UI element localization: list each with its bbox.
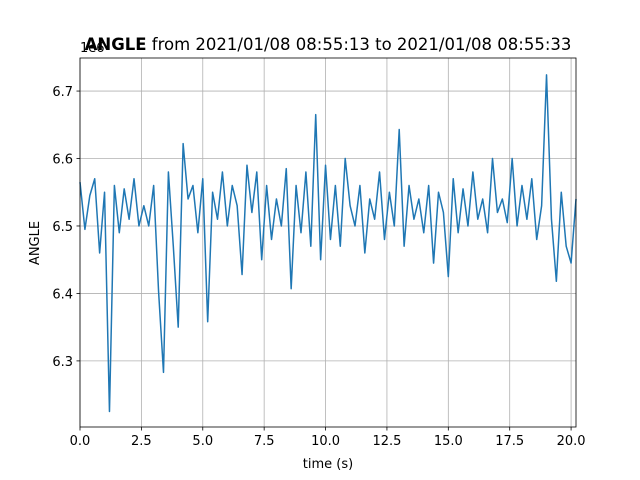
y-offset-label: 1e6: [80, 41, 105, 56]
x-tick-label: 20.0: [557, 434, 586, 449]
x-tick-label: 2.5: [131, 434, 152, 449]
y-tick-label: 6.4: [52, 287, 73, 302]
data-line: [79, 74, 577, 413]
x-tick-label: 15.0: [434, 434, 463, 449]
title-bold: ANGLE: [85, 35, 147, 54]
title-rest: from 2021/01/08 08:55:13 to 2021/01/08 0…: [152, 35, 572, 54]
x-tick-label: 17.5: [495, 434, 524, 449]
x-axis-label: time (s): [303, 457, 353, 472]
x-tick-label: 0.0: [70, 434, 91, 449]
plot-frame: [79, 57, 577, 428]
y-tick-label: 6.7: [52, 85, 73, 100]
y-tick-label: 6.5: [52, 220, 73, 235]
chart-title: ANGLE from 2021/01/08 08:55:13 to 2021/0…: [85, 35, 572, 54]
y-tick-label: 6.3: [52, 355, 73, 370]
x-tick-label: 7.5: [254, 434, 275, 449]
x-tick-label: 5.0: [192, 434, 213, 449]
y-axis-label: ANGLE: [28, 221, 43, 265]
x-tick-label: 10.0: [311, 434, 340, 449]
y-tick-label: 6.6: [52, 153, 73, 168]
x-tick-label: 12.5: [372, 434, 401, 449]
